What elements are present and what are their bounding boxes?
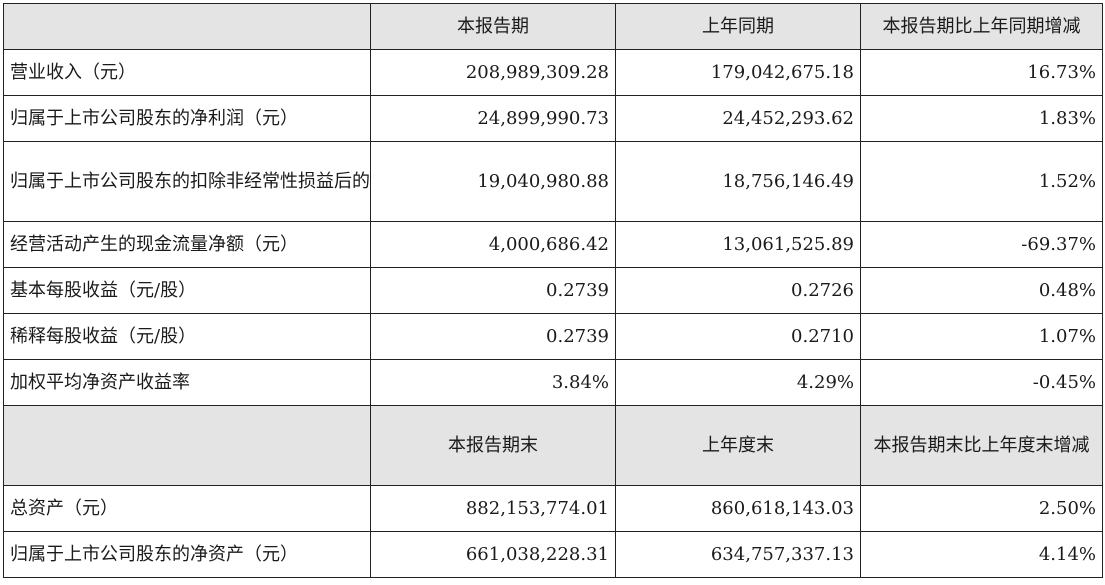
header-cell-change: 本报告期比上年同期增减 xyxy=(860,3,1103,50)
header-cell-prior-period: 上年同期 xyxy=(615,3,861,50)
header-cell-prior-year-end: 上年度末 xyxy=(615,405,861,486)
value-change: 0.48% xyxy=(860,267,1103,314)
value-prior-year-end: 860,618,143.03 xyxy=(615,485,861,532)
row-label: 营业收入（元） xyxy=(3,49,371,96)
value-change: 16.73% xyxy=(860,49,1103,96)
header-cell-blank xyxy=(3,3,371,50)
row-label: 经营活动产生的现金流量净额（元） xyxy=(3,221,371,268)
value-current: 19,040,980.88 xyxy=(370,141,616,222)
value-change: 1.83% xyxy=(860,95,1103,142)
value-change: -69.37% xyxy=(860,221,1103,268)
value-current: 3.84% xyxy=(370,359,616,406)
table-row: 总资产（元） 882,153,774.01 860,618,143.03 2.5… xyxy=(3,485,1103,532)
table-row: 营业收入（元） 208,989,309.28 179,042,675.18 16… xyxy=(3,49,1103,96)
value-change: 1.52% xyxy=(860,141,1103,222)
value-change: -0.45% xyxy=(860,359,1103,406)
value-period-end: 882,153,774.01 xyxy=(370,485,616,532)
value-change: 2.50% xyxy=(860,485,1103,532)
header-cell-period-end: 本报告期末 xyxy=(370,405,616,486)
table-header-row: 本报告期末 上年度末 本报告期末比上年度末增减 xyxy=(3,405,1103,486)
value-prior: 179,042,675.18 xyxy=(615,49,861,96)
value-prior: 24,452,293.62 xyxy=(615,95,861,142)
row-label: 归属于上市公司股东的扣除非经常性损益后的净利润（元） xyxy=(3,141,371,222)
value-prior: 0.2726 xyxy=(615,267,861,314)
value-current: 24,899,990.73 xyxy=(370,95,616,142)
value-current: 4,000,686.42 xyxy=(370,221,616,268)
row-label: 归属于上市公司股东的净利润（元） xyxy=(3,95,371,142)
value-change: 1.07% xyxy=(860,313,1103,360)
value-prior: 13,061,525.89 xyxy=(615,221,861,268)
value-prior: 4.29% xyxy=(615,359,861,406)
table-row: 稀释每股收益（元/股） 0.2739 0.2710 1.07% xyxy=(3,313,1103,360)
table-header-row: 本报告期 上年同期 本报告期比上年同期增减 xyxy=(3,3,1103,50)
table-row: 基本每股收益（元/股） 0.2739 0.2726 0.48% xyxy=(3,267,1103,314)
row-label: 总资产（元） xyxy=(3,485,371,532)
table-row: 经营活动产生的现金流量净额（元） 4,000,686.42 13,061,525… xyxy=(3,221,1103,268)
table-row: 归属于上市公司股东的净资产（元） 661,038,228.31 634,757,… xyxy=(3,531,1103,578)
row-label: 加权平均净资产收益率 xyxy=(3,359,371,406)
value-current: 0.2739 xyxy=(370,267,616,314)
table-row: 加权平均净资产收益率 3.84% 4.29% -0.45% xyxy=(3,359,1103,406)
row-label: 稀释每股收益（元/股） xyxy=(3,313,371,360)
value-prior: 0.2710 xyxy=(615,313,861,360)
value-current: 208,989,309.28 xyxy=(370,49,616,96)
value-change: 4.14% xyxy=(860,531,1103,578)
row-label: 基本每股收益（元/股） xyxy=(3,267,371,314)
value-prior: 18,756,146.49 xyxy=(615,141,861,222)
value-period-end: 661,038,228.31 xyxy=(370,531,616,578)
table-row: 归属于上市公司股东的扣除非经常性损益后的净利润（元） 19,040,980.88… xyxy=(3,141,1103,222)
value-current: 0.2739 xyxy=(370,313,616,360)
financial-summary-table: 本报告期 上年同期 本报告期比上年同期增减 营业收入（元） 208,989,30… xyxy=(3,3,1103,578)
header-cell-blank xyxy=(3,405,371,486)
table-row: 归属于上市公司股东的净利润（元） 24,899,990.73 24,452,29… xyxy=(3,95,1103,142)
value-prior-year-end: 634,757,337.13 xyxy=(615,531,861,578)
header-cell-current-period: 本报告期 xyxy=(370,3,616,50)
header-cell-change: 本报告期末比上年度末增减 xyxy=(860,405,1103,486)
row-label: 归属于上市公司股东的净资产（元） xyxy=(3,531,371,578)
